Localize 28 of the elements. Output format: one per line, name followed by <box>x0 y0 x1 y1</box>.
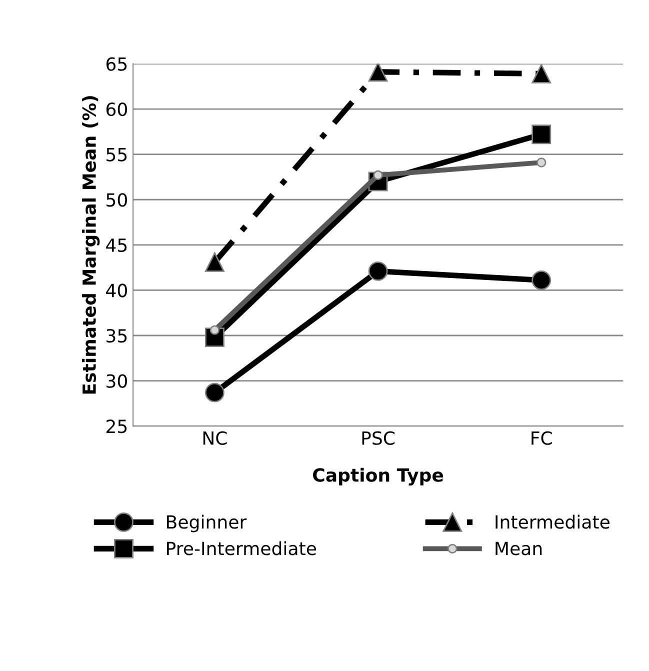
y-tick-label: 50 <box>106 193 127 207</box>
point <box>204 252 224 272</box>
point <box>532 64 552 84</box>
legend-label: Pre-Intermediate <box>167 541 316 556</box>
point <box>536 158 546 168</box>
y-tick-label: 35 <box>106 328 127 343</box>
point <box>204 382 224 402</box>
point <box>368 64 388 82</box>
point <box>373 170 383 180</box>
y-tick-label: 25 <box>106 420 127 434</box>
x-axis-title: Caption Type <box>313 468 444 486</box>
y-tick-label: 65 <box>106 57 127 71</box>
x-tick-label: FC <box>532 431 552 445</box>
legend-label: Intermediate <box>496 514 610 529</box>
x-tick-label: NC <box>203 431 227 445</box>
y-tick-label: 55 <box>106 148 127 162</box>
y-tick-label: 40 <box>106 284 127 298</box>
y-axis-title: Estimated Marginal Mean (%) <box>82 96 100 394</box>
point <box>210 325 220 335</box>
x-tick-label: PSC <box>362 431 395 445</box>
legend-label: Beginner <box>167 514 247 532</box>
y-tick-label: 45 <box>106 238 127 252</box>
y-tick-label: 60 <box>106 102 127 116</box>
legend-label: Mean <box>496 542 542 556</box>
point <box>532 124 552 144</box>
point <box>532 270 552 290</box>
y-tick-label: 30 <box>106 374 127 388</box>
point <box>368 261 388 281</box>
